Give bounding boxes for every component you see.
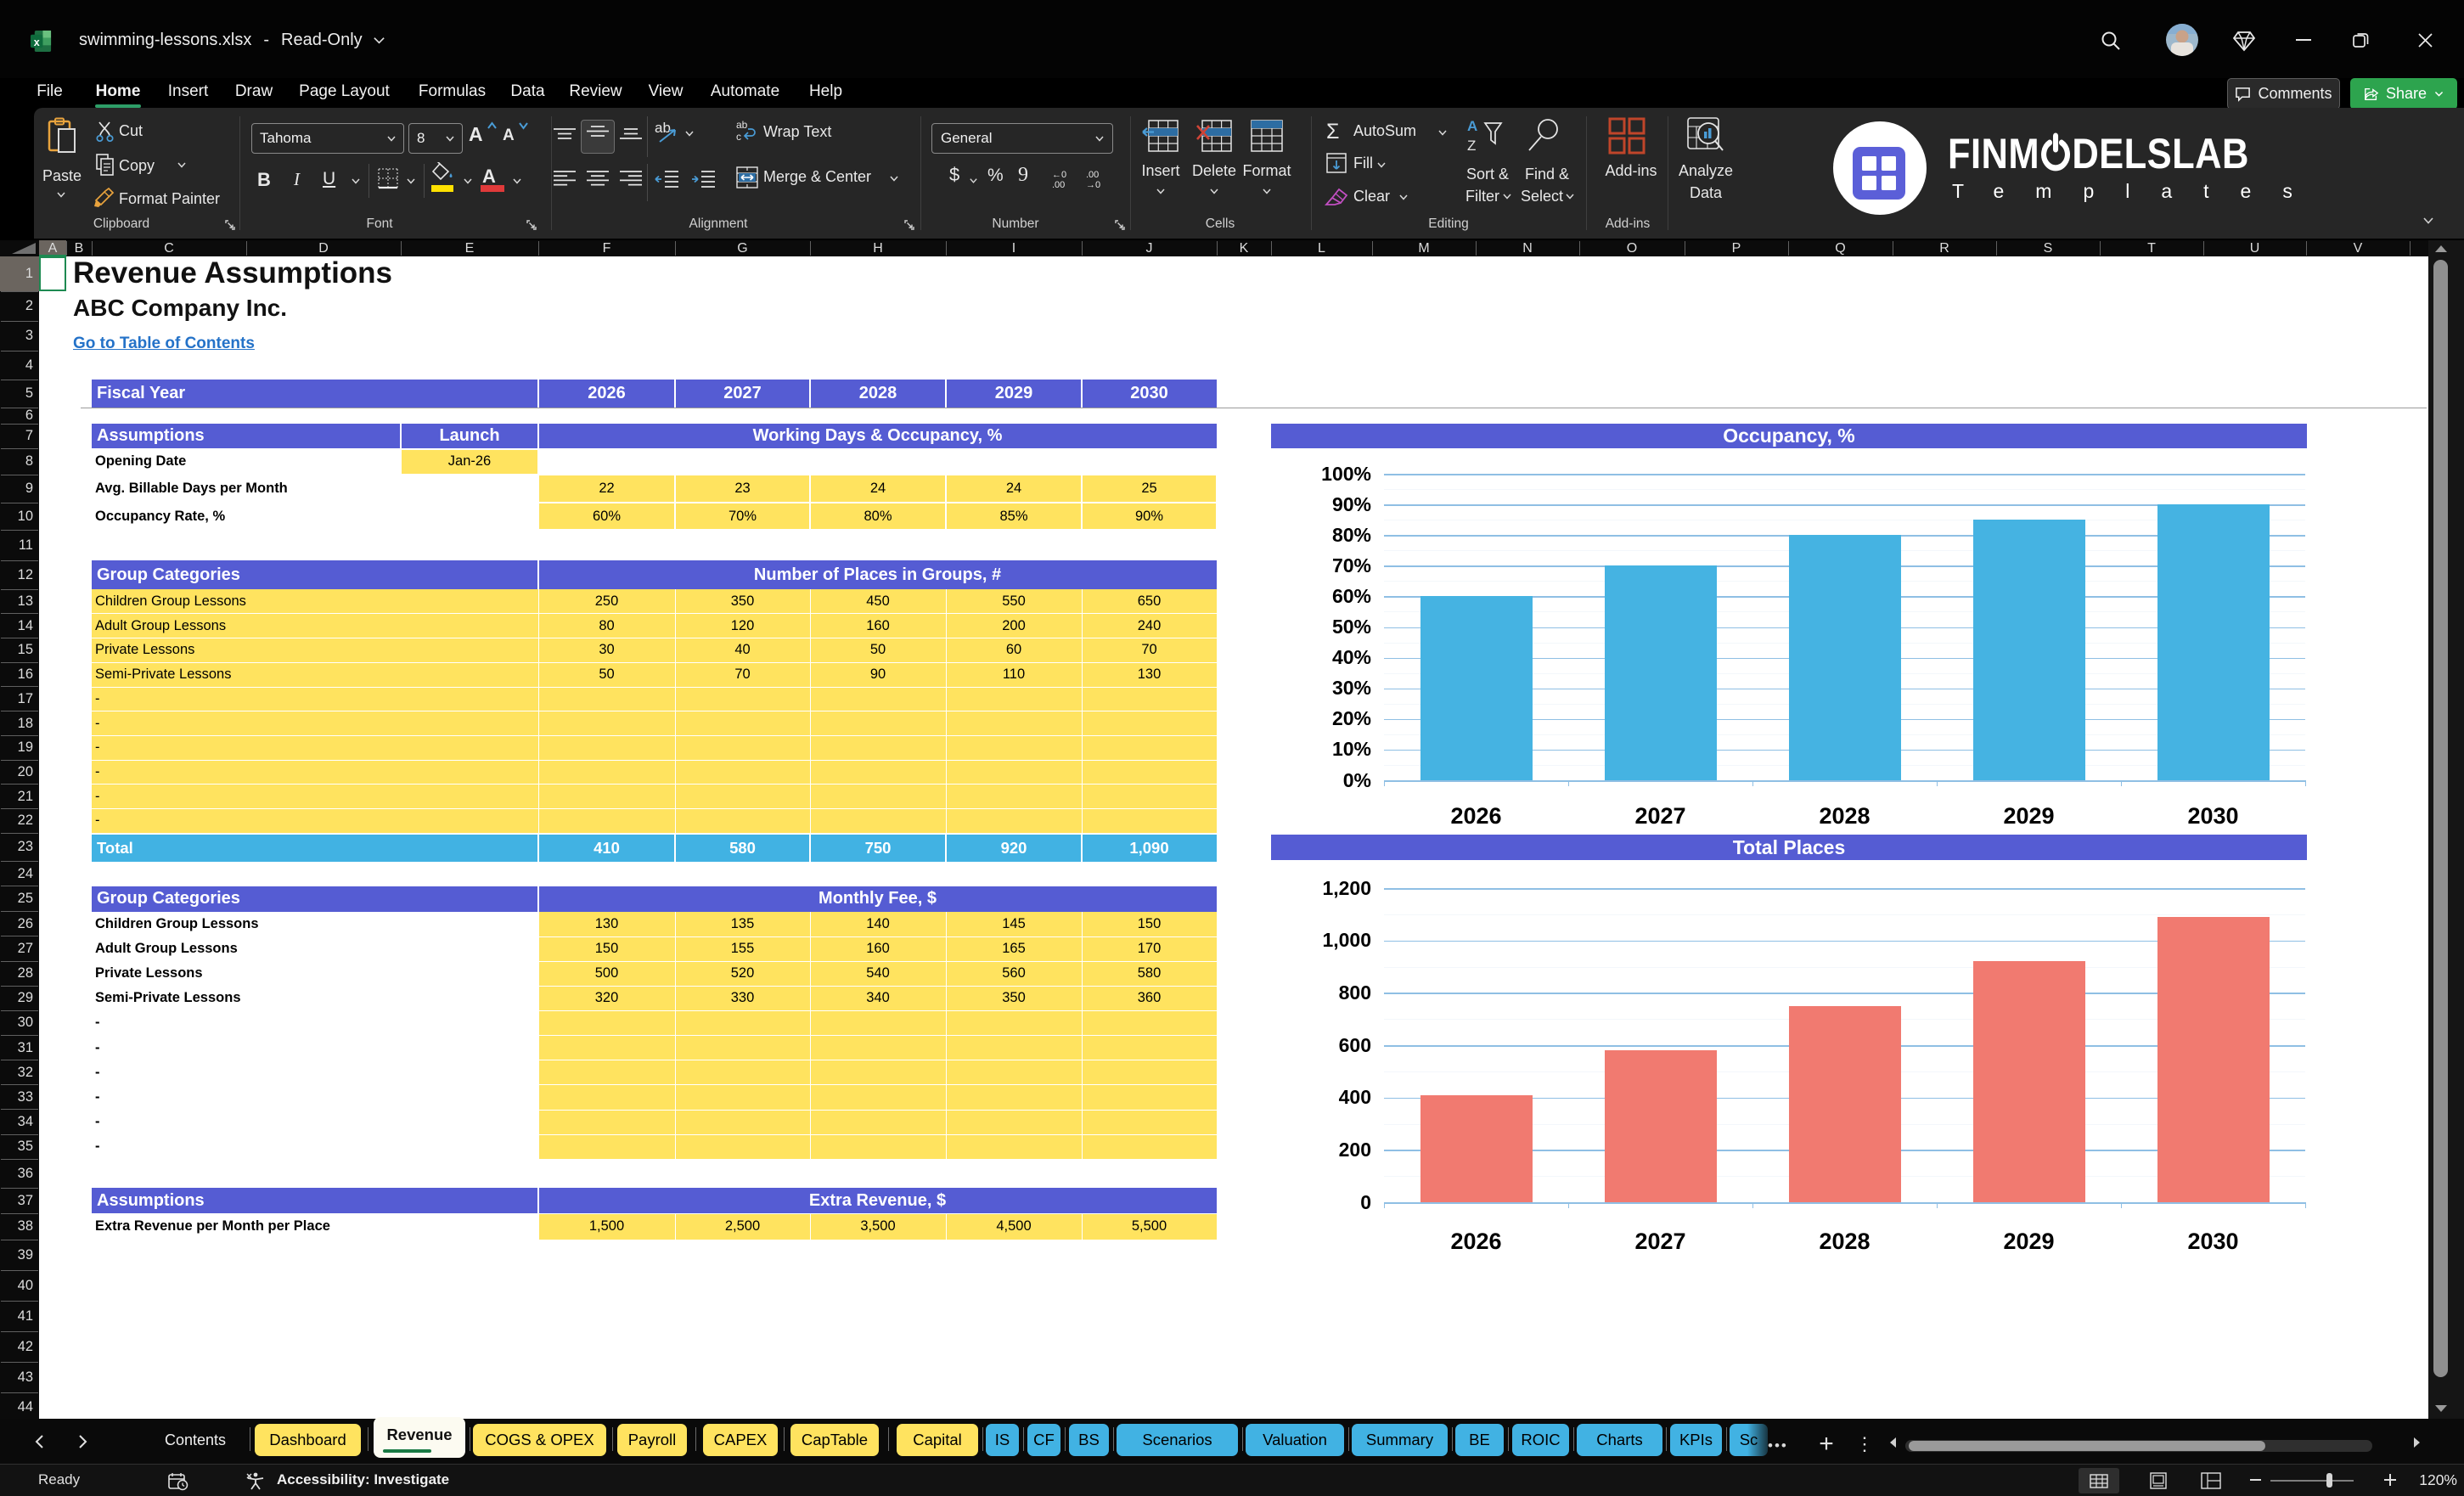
svg-text:→0: →0: [1086, 180, 1100, 189]
svg-text:.00: .00: [1086, 170, 1099, 180]
svg-text:←0: ←0: [1052, 170, 1066, 180]
svg-text:A: A: [1467, 118, 1477, 134]
svg-text:x: x: [34, 37, 40, 48]
svg-text:Z: Z: [1467, 138, 1476, 154]
svg-text:ab: ab: [736, 119, 748, 131]
svg-text:c: c: [736, 131, 741, 143]
svg-text:.00: .00: [1052, 180, 1065, 189]
